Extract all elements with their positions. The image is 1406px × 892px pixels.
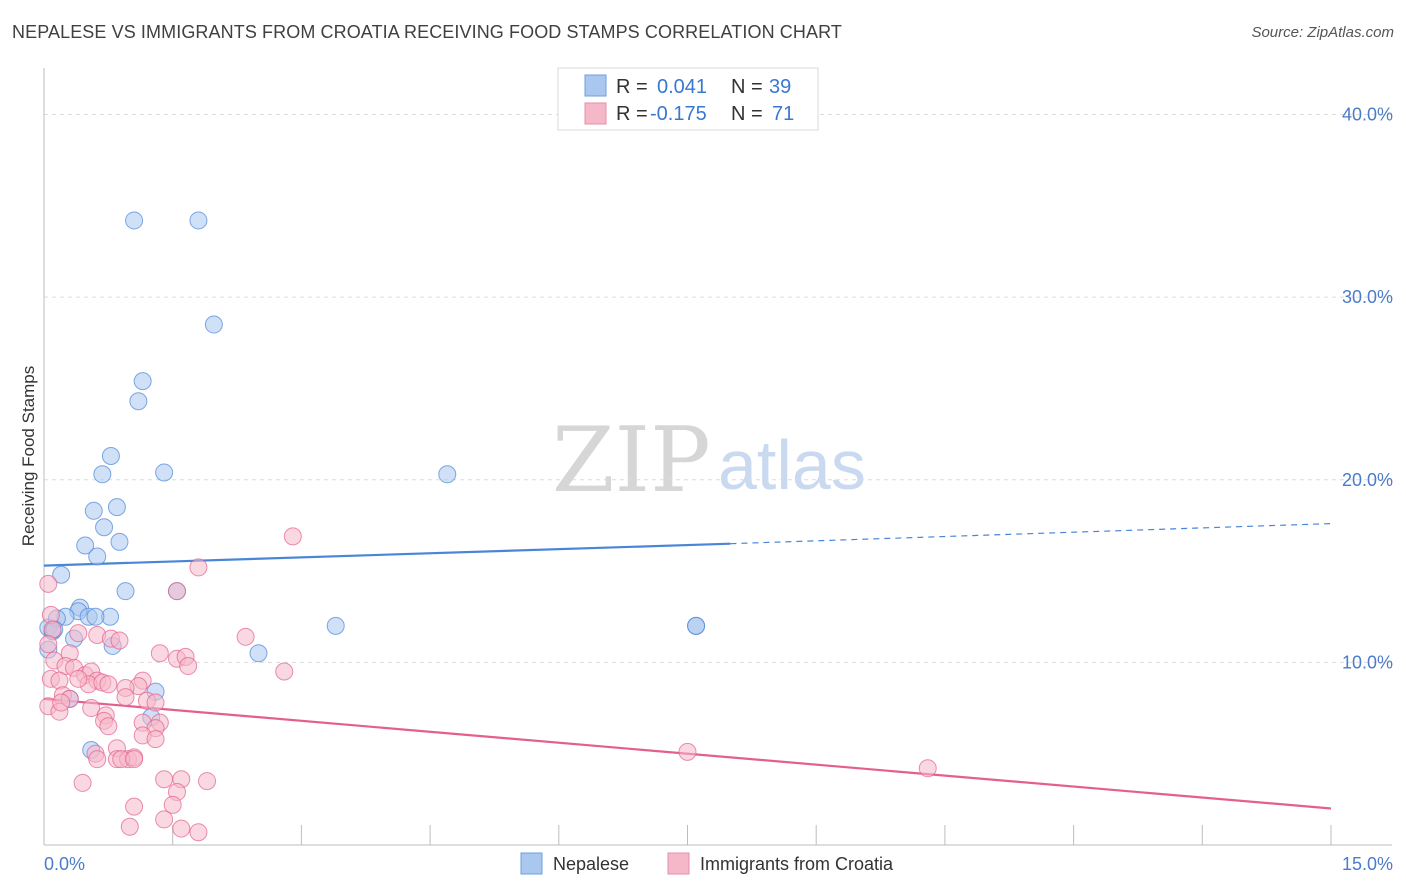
point-nepalese bbox=[93, 465, 112, 484]
legend-bottom: Nepalese Immigrants from Croatia bbox=[520, 852, 894, 875]
point-nepalese bbox=[110, 532, 129, 551]
point-nepalese bbox=[438, 465, 457, 484]
legend-n-label-2: N = bbox=[731, 103, 763, 125]
point-nepalese bbox=[133, 372, 152, 391]
point-croatia bbox=[73, 773, 92, 792]
trend-line-nepalese-extension bbox=[730, 522, 1332, 545]
x-tick-label: 15.0% bbox=[1342, 854, 1393, 874]
point-nepalese bbox=[249, 644, 268, 663]
point-nepalese bbox=[76, 536, 95, 555]
point-croatia bbox=[146, 693, 165, 712]
point-croatia bbox=[50, 671, 69, 690]
legend-r-value-2: -0.175 bbox=[650, 103, 707, 125]
point-croatia bbox=[99, 675, 118, 694]
x-tick-label: 0.0% bbox=[44, 854, 85, 874]
point-croatia bbox=[189, 558, 208, 577]
watermark-atlas: atlas bbox=[718, 426, 866, 504]
point-nepalese bbox=[95, 518, 114, 537]
point-croatia bbox=[69, 669, 88, 688]
point-nepalese bbox=[204, 315, 223, 334]
point-croatia bbox=[69, 624, 88, 643]
point-croatia bbox=[110, 631, 129, 650]
point-nepalese bbox=[189, 211, 208, 230]
point-croatia bbox=[155, 770, 174, 789]
point-croatia bbox=[179, 657, 198, 676]
gridlines bbox=[44, 114, 1392, 663]
tick-labels: 10.0% 20.0% 30.0% 40.0% 0.0% 15.0% bbox=[44, 105, 1393, 874]
point-nepalese bbox=[84, 501, 103, 520]
legend-n-value-2: 71 bbox=[772, 103, 794, 125]
y-tick-label: 30.0% bbox=[1342, 287, 1393, 307]
point-nepalese bbox=[107, 498, 126, 517]
point-croatia bbox=[155, 810, 174, 829]
point-croatia bbox=[172, 819, 191, 838]
point-nepalese bbox=[155, 463, 174, 482]
y-tick-label: 20.0% bbox=[1342, 470, 1393, 490]
data-points bbox=[39, 211, 937, 842]
legend-swatch-croatia bbox=[584, 102, 607, 125]
point-nepalese bbox=[326, 616, 345, 635]
legend-n-value-1: 39 bbox=[769, 76, 791, 98]
y-tick-label: 40.0% bbox=[1342, 105, 1393, 125]
trend-lines bbox=[43, 522, 1332, 810]
legend-swatch-nepalese bbox=[584, 74, 607, 97]
y-axis-label: Receiving Food Stamps bbox=[19, 366, 38, 546]
point-croatia bbox=[39, 574, 58, 593]
point-croatia bbox=[52, 693, 71, 712]
point-croatia bbox=[275, 662, 294, 681]
point-croatia bbox=[125, 750, 144, 769]
point-nepalese bbox=[129, 392, 148, 411]
point-nepalese bbox=[101, 447, 120, 466]
point-croatia bbox=[120, 817, 139, 836]
point-croatia bbox=[678, 742, 697, 761]
point-croatia bbox=[88, 750, 107, 769]
point-nepalese bbox=[52, 565, 71, 584]
legend-n-label-1: N = bbox=[731, 76, 763, 98]
point-croatia bbox=[82, 699, 101, 718]
point-croatia bbox=[167, 582, 186, 601]
source-label: Source: ZipAtlas.com bbox=[1251, 24, 1394, 41]
point-croatia bbox=[236, 627, 255, 646]
point-croatia bbox=[39, 635, 58, 654]
legend-r-value-1: 0.041 bbox=[657, 76, 707, 98]
bottom-legend-swatch-nepalese bbox=[520, 852, 543, 875]
point-nepalese bbox=[125, 211, 144, 230]
point-croatia bbox=[189, 823, 208, 842]
point-croatia bbox=[198, 772, 217, 791]
y-tick-label: 10.0% bbox=[1342, 652, 1393, 672]
watermark-zip: ZIP bbox=[552, 408, 711, 513]
legend-r-label-1: R = bbox=[616, 76, 648, 98]
point-croatia bbox=[918, 759, 937, 778]
point-croatia bbox=[99, 717, 118, 736]
bottom-legend-swatch-croatia bbox=[667, 852, 690, 875]
chart-title: NEPALESE VS IMMIGRANTS FROM CROATIA RECE… bbox=[12, 22, 842, 42]
point-croatia bbox=[125, 797, 144, 816]
point-croatia bbox=[116, 688, 135, 707]
point-nepalese bbox=[116, 582, 135, 601]
bottom-legend-label-nepalese: Nepalese bbox=[553, 854, 629, 874]
bottom-legend-label-croatia: Immigrants from Croatia bbox=[700, 854, 894, 874]
point-croatia bbox=[150, 644, 169, 663]
legend-top: R = 0.041 N = 39 R = -0.175 N = 71 bbox=[557, 67, 819, 131]
point-nepalese bbox=[86, 607, 105, 626]
point-croatia bbox=[283, 527, 302, 546]
legend-r-label-2: R = bbox=[616, 103, 648, 125]
axes bbox=[43, 68, 1392, 846]
point-croatia bbox=[146, 730, 165, 749]
point-nepalese bbox=[88, 547, 107, 566]
point-nepalese bbox=[687, 616, 706, 635]
trend-line-nepalese bbox=[43, 542, 731, 567]
point-croatia bbox=[163, 795, 182, 814]
